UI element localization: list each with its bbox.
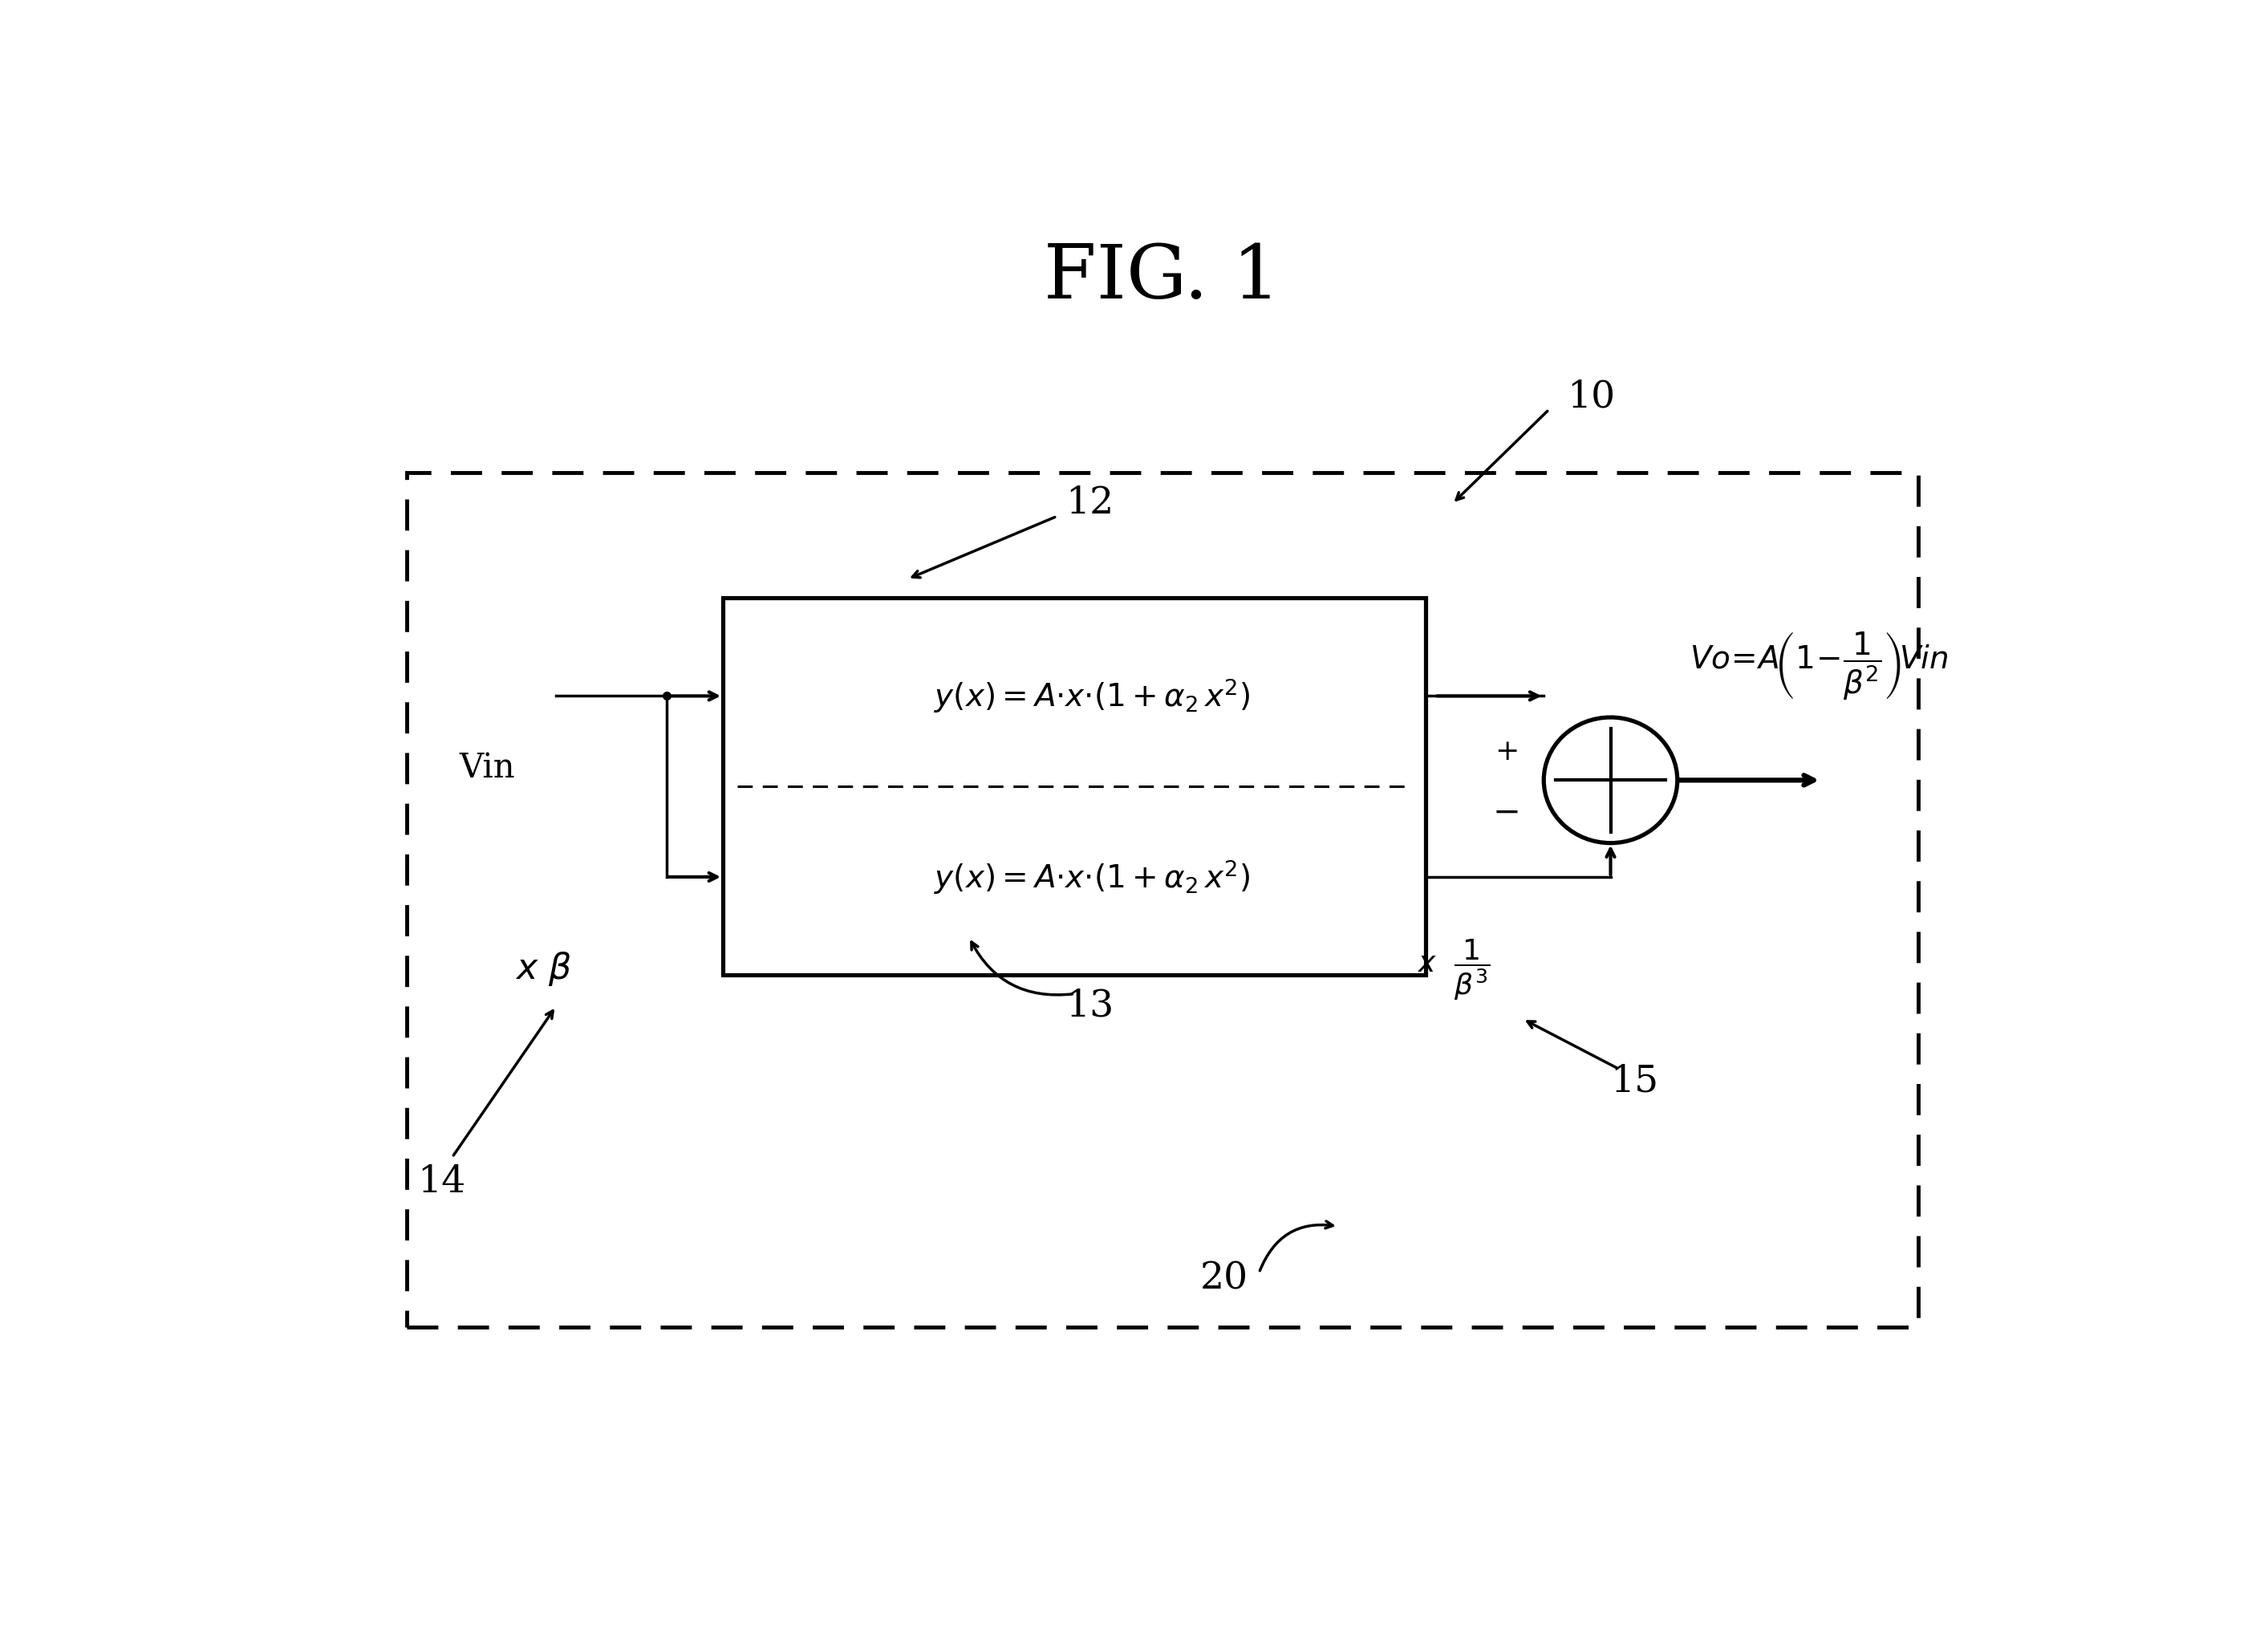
Text: 14: 14: [417, 1164, 465, 1201]
Text: +: +: [1495, 738, 1520, 765]
Text: 10: 10: [1567, 379, 1615, 415]
Text: 15: 15: [1610, 1064, 1658, 1100]
Text: $y(x)=A{\cdot}x{\cdot}(1+\alpha_2\,x^2)$: $y(x)=A{\cdot}x{\cdot}(1+\alpha_2\,x^2)$: [934, 677, 1250, 715]
Text: $Vo\!=\!A\!\left(1\!-\!\dfrac{1}{\beta^2}\right)\!Vin$: $Vo\!=\!A\!\left(1\!-\!\dfrac{1}{\beta^2…: [1690, 630, 1948, 702]
Text: 20: 20: [1200, 1262, 1247, 1297]
Text: 12: 12: [1066, 486, 1114, 522]
Text: FIG. 1: FIG. 1: [1043, 242, 1281, 313]
Text: Vin: Vin: [458, 751, 515, 785]
Ellipse shape: [1545, 718, 1678, 844]
Text: −: −: [1492, 796, 1522, 829]
Text: $x\ \ \dfrac{1}{\beta^3}$: $x\ \ \dfrac{1}{\beta^3}$: [1418, 937, 1490, 1002]
Text: $x\ \beta$: $x\ \beta$: [515, 950, 572, 987]
Bar: [406, 472, 1919, 1327]
Text: $y(x)=A{\cdot}x{\cdot}(1+\alpha_2\,x^2)$: $y(x)=A{\cdot}x{\cdot}(1+\alpha_2\,x^2)$: [934, 858, 1250, 896]
Bar: [723, 597, 1427, 974]
Text: 13: 13: [1066, 989, 1114, 1025]
